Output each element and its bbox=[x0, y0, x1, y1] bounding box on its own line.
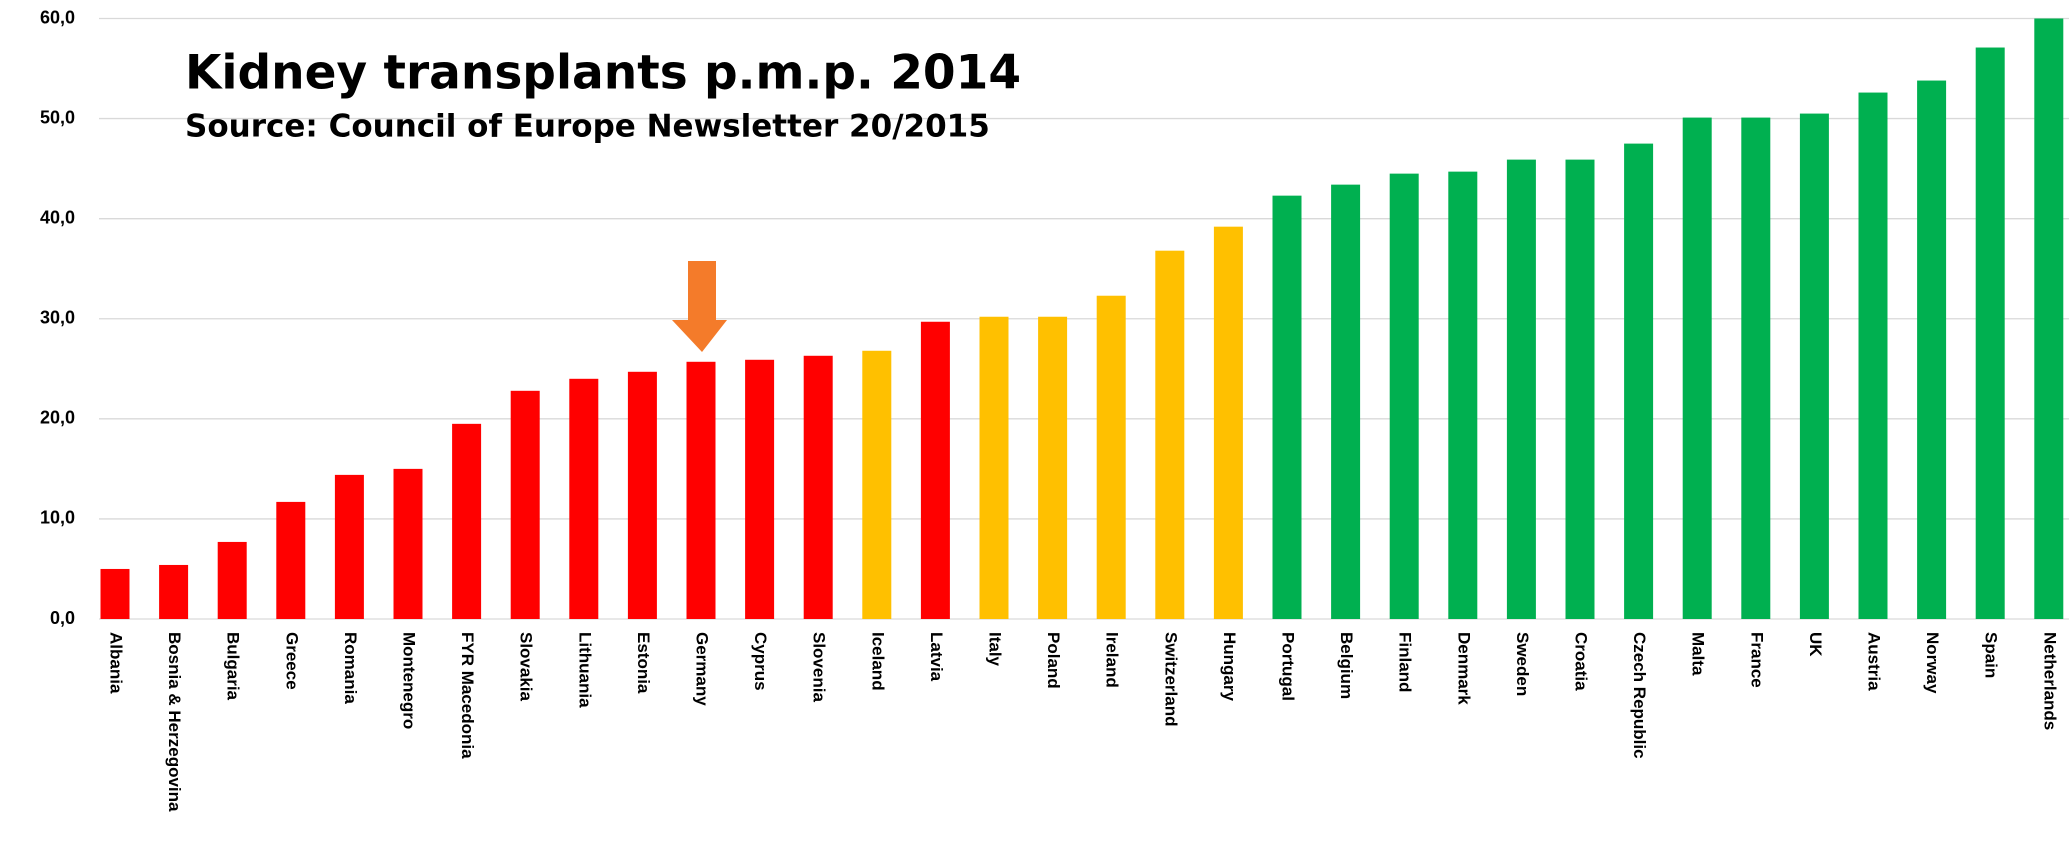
x-tick-label: Iceland bbox=[868, 632, 887, 691]
x-tick-label: Denmark bbox=[1454, 632, 1473, 705]
bar bbox=[2034, 18, 2064, 619]
x-tick-label: Switzerland bbox=[1161, 632, 1180, 726]
bar bbox=[569, 378, 599, 619]
x-tick-label: Germany bbox=[693, 632, 712, 706]
x-tick-label: Estonia bbox=[634, 632, 653, 694]
x-tick-label: Portugal bbox=[1279, 632, 1298, 701]
x-tick-label: Finland bbox=[1396, 632, 1415, 692]
bar bbox=[1799, 113, 1829, 620]
bar bbox=[1975, 47, 2005, 619]
x-tick-label: France bbox=[1747, 632, 1766, 688]
x-tick-label: Croatia bbox=[1572, 632, 1591, 691]
x-tick-label: Romania bbox=[341, 632, 360, 704]
x-tick-label: Slovakia bbox=[517, 632, 536, 702]
bar bbox=[686, 361, 716, 619]
y-tick-label: 10,0 bbox=[40, 508, 75, 528]
bar bbox=[510, 390, 540, 619]
bar bbox=[1389, 173, 1419, 620]
x-tick-label: Czech Republic bbox=[1630, 632, 1649, 759]
bar bbox=[745, 359, 775, 619]
chart-title: Kidney transplants p.m.p. 2014 bbox=[185, 46, 1021, 101]
bar bbox=[393, 468, 423, 619]
x-tick-label: Montenegro bbox=[400, 632, 419, 729]
bar bbox=[334, 474, 364, 619]
bar bbox=[1272, 195, 1302, 619]
y-tick-label: 20,0 bbox=[40, 408, 75, 428]
x-tick-label: Austria bbox=[1865, 632, 1884, 691]
bar bbox=[100, 568, 130, 619]
bar bbox=[1096, 295, 1126, 619]
bar bbox=[862, 350, 892, 619]
y-tick-label: 40,0 bbox=[40, 207, 75, 227]
x-tick-label: Slovenia bbox=[810, 632, 829, 702]
x-tick-label: Ireland bbox=[1103, 632, 1122, 688]
x-tick-label: Hungary bbox=[1220, 632, 1239, 702]
x-tick-label: Bosnia & Herzegovina bbox=[165, 632, 184, 812]
grid: 0,0 10,0 20,0 30,0 40,0 50,0 60,0 bbox=[40, 7, 2069, 628]
bar bbox=[1038, 316, 1068, 619]
chart-subtitle: Source: Council of Europe Newsletter 20/… bbox=[185, 109, 990, 145]
bar bbox=[1506, 159, 1536, 619]
bar bbox=[217, 541, 247, 619]
x-tick-label: UK bbox=[1806, 632, 1825, 657]
x-tick-label: Italy bbox=[986, 632, 1005, 667]
bar bbox=[1155, 250, 1185, 619]
x-tick-label: Spain bbox=[1982, 632, 2001, 678]
bar bbox=[979, 316, 1009, 619]
x-tick-label: Poland bbox=[1044, 632, 1063, 689]
bar bbox=[1624, 143, 1654, 619]
bar bbox=[627, 371, 657, 619]
x-tick-label: Cyprus bbox=[751, 632, 770, 691]
bar bbox=[920, 321, 950, 619]
bar bbox=[1448, 171, 1478, 619]
bar bbox=[1858, 92, 1888, 620]
bar bbox=[452, 423, 482, 619]
y-tick-label: 0,0 bbox=[50, 608, 75, 628]
x-tick-label: Latvia bbox=[927, 632, 946, 682]
x-tick-label: Netherlands bbox=[2040, 632, 2059, 730]
bar bbox=[1565, 159, 1595, 619]
bars bbox=[100, 18, 2064, 620]
bar bbox=[276, 501, 306, 619]
bar bbox=[1682, 117, 1712, 620]
bar bbox=[159, 564, 189, 619]
x-tick-label: Greece bbox=[282, 632, 301, 690]
bar bbox=[803, 355, 833, 619]
x-tick-label: Belgium bbox=[1337, 632, 1356, 699]
x-tick-label: Malta bbox=[1689, 632, 1708, 676]
y-tick-label: 60,0 bbox=[40, 7, 75, 27]
bar bbox=[1331, 184, 1361, 619]
x-tick-label: Bulgaria bbox=[224, 632, 243, 701]
y-tick-label: 50,0 bbox=[40, 107, 75, 127]
bar bbox=[1917, 80, 1947, 620]
x-tick-label: Lithuania bbox=[575, 632, 594, 708]
x-tick-label: FYR Macedonia bbox=[458, 632, 477, 759]
x-tick-label: Sweden bbox=[1513, 632, 1532, 696]
bar bbox=[1741, 117, 1771, 620]
bar bbox=[1213, 226, 1243, 619]
highlight-arrow bbox=[672, 261, 727, 352]
x-tick-label: Albania bbox=[107, 632, 126, 694]
x-tick-label: Norway bbox=[1923, 632, 1942, 694]
y-tick-label: 30,0 bbox=[40, 308, 75, 328]
